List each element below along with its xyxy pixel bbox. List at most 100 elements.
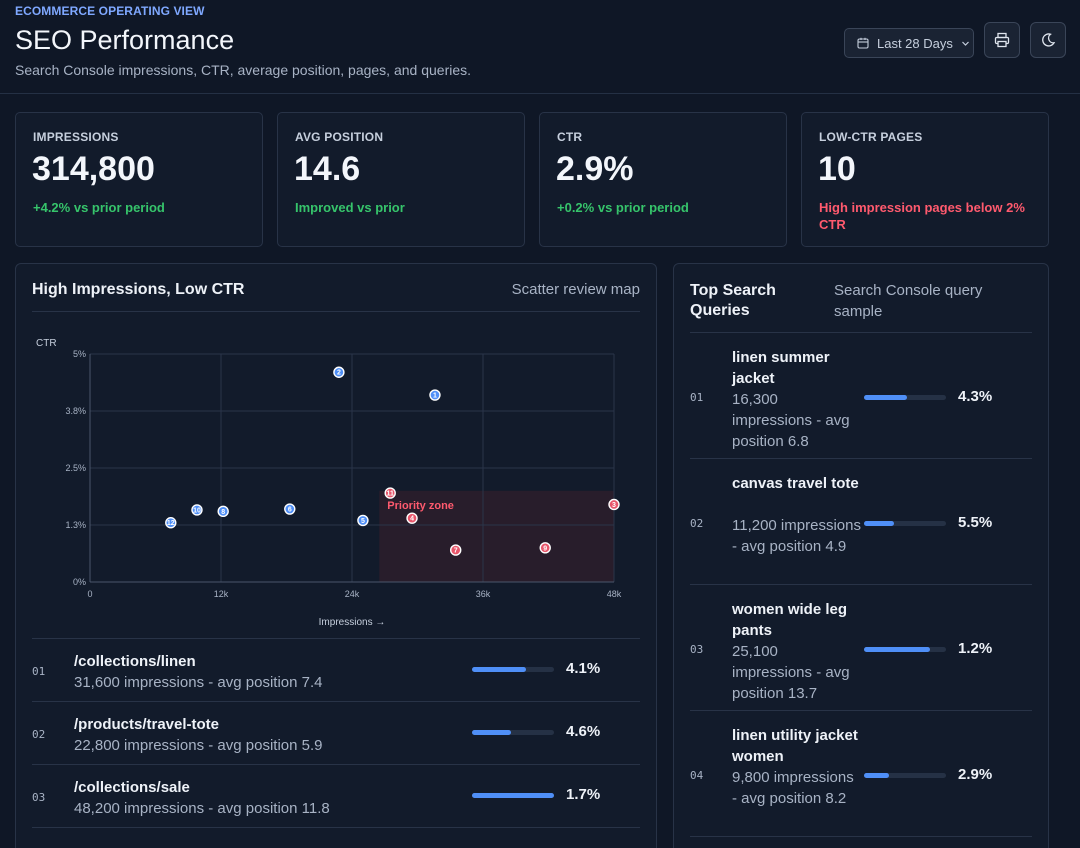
scatter-point-label: 1 <box>433 393 437 400</box>
theme-toggle-button[interactable] <box>1030 22 1066 58</box>
scatter-point-label: 5 <box>361 518 365 525</box>
date-range-label: Last 28 Days <box>877 35 953 51</box>
scatter-point <box>429 389 441 401</box>
queries-panel-title: Top Search Queries <box>690 282 776 319</box>
page-path[interactable]: /products/travel-tote <box>74 716 220 733</box>
x-axis-label: Impressions → <box>319 617 386 628</box>
list-item[interactable]: 04 linen utility jacket women 9,800 impr… <box>690 711 1032 837</box>
scatter-panel-title: High Impressions, Low CTR <box>32 281 245 298</box>
kpi-delta: High impression pages below 2% CTR <box>819 200 1025 232</box>
kpi-delta: Improved vs prior <box>295 200 405 215</box>
moon-icon <box>1042 33 1056 47</box>
scatter-point <box>333 366 345 378</box>
scatter-point-label: 8 <box>221 509 225 516</box>
page-meta: 22,800 impressions - avg position 5.9 <box>74 737 323 754</box>
scatter-point <box>450 544 462 556</box>
page-title: SEO Performance <box>15 25 235 55</box>
query-meta: 16,300 impressions - avg position 6.8 <box>732 391 850 450</box>
page-header: ECOMMERCE OPERATING VIEW SEO Performance… <box>0 0 1080 94</box>
x-tick-label: 0 <box>87 589 92 599</box>
y-axis-label: CTR <box>36 338 57 349</box>
scatter-point <box>165 517 177 529</box>
query-ctr: 2.9% <box>958 766 993 783</box>
scatter-point-label: 9 <box>543 545 547 552</box>
ctr-bar <box>864 395 946 400</box>
list-item[interactable]: 01 linen summer jacket 16,300 impression… <box>690 333 1032 459</box>
scatter-panel-aside: Scatter review map <box>511 281 640 298</box>
y-tick-label: 0% <box>73 577 86 587</box>
kpi-delta: +0.2% vs prior period <box>557 200 689 215</box>
query-ctr: 5.5% <box>958 514 993 531</box>
page-ctr: 4.6% <box>566 723 601 740</box>
kpi-value: 10 <box>818 150 856 188</box>
calendar-icon <box>857 37 869 49</box>
table-row[interactable]: 01 /collections/linen 31,600 impressions… <box>32 639 640 702</box>
scatter-point <box>384 487 396 499</box>
scatter-point-label: 6 <box>288 507 292 514</box>
panel-divider <box>690 332 1032 333</box>
ctr-bar <box>864 521 946 526</box>
page-path[interactable]: /collections/linen <box>74 653 196 670</box>
ctr-bar <box>864 773 946 778</box>
kpi-value: 2.9% <box>556 150 634 188</box>
eyebrow-label: ECOMMERCE OPERATING VIEW <box>15 4 205 18</box>
scatter-point-label: 10 <box>193 507 201 514</box>
ctr-bar-fill <box>472 667 527 672</box>
query-meta: 11,200 impressions - avg position 4.9 <box>732 517 861 555</box>
ctr-bar-fill <box>472 793 554 798</box>
list-item[interactable]: 02 canvas travel tote 11,200 impressions… <box>690 459 1032 585</box>
queries-panel-aside: Search Console query sample <box>834 282 983 320</box>
query-name[interactable]: canvas travel tote <box>732 475 859 492</box>
row-rank: 03 <box>32 791 46 804</box>
row-rank: 01 <box>32 665 46 678</box>
query-rank: 04 <box>690 769 704 782</box>
query-name[interactable]: linen utility jacket women <box>732 727 858 765</box>
page-ctr: 4.1% <box>566 660 601 677</box>
printer-icon <box>994 32 1010 48</box>
print-button[interactable] <box>984 22 1020 58</box>
priority-zone-label: Priority zone <box>387 500 454 512</box>
ctr-bar <box>472 730 554 735</box>
kpi-delta: +4.2% vs prior period <box>33 200 165 215</box>
query-rank: 02 <box>690 517 704 530</box>
scatter-point <box>357 514 369 527</box>
scatter-point <box>406 512 418 524</box>
table-row[interactable]: 02 /products/travel-tote 22,800 impressi… <box>32 702 640 765</box>
page-meta: 31,600 impressions - avg position 7.4 <box>74 674 323 691</box>
page-meta: 48,200 impressions - avg position 11.8 <box>74 800 330 817</box>
query-name[interactable]: women wide leg pants <box>732 601 848 639</box>
ctr-bar-fill <box>472 730 511 735</box>
scatter-point-label: 2 <box>337 370 341 377</box>
scatter-point <box>608 498 620 511</box>
kpi-label: AVG POSITION <box>295 130 384 144</box>
y-tick-label: 3.8% <box>65 406 86 416</box>
page-path[interactable]: /collections/sale <box>74 779 190 796</box>
kpi-card-avg-position: AVG POSITION 14.6 Improved vs prior <box>277 112 525 247</box>
scatter-point-label: 12 <box>167 520 175 527</box>
page-subtitle: Search Console impressions, CTR, average… <box>15 62 472 78</box>
x-tick-label: 36k <box>476 589 491 599</box>
ctr-bar-fill <box>864 773 890 778</box>
x-tick-label: 24k <box>345 589 360 599</box>
date-range-button[interactable]: Last 28 Days <box>844 28 974 58</box>
ctr-bar <box>864 647 946 652</box>
list-item[interactable]: 03 women wide leg pants 25,100 impressio… <box>690 585 1032 711</box>
ctr-bar-fill <box>864 395 907 400</box>
query-rank: 03 <box>690 643 704 656</box>
table-row[interactable]: 03 /collections/sale 48,200 impressions … <box>32 765 640 828</box>
y-tick-label: 1.3% <box>65 520 86 530</box>
row-rank: 02 <box>32 728 46 741</box>
query-meta: 9,800 impressions - avg position 8.2 <box>732 769 854 807</box>
kpi-card-ctr: CTR 2.9% +0.2% vs prior period <box>539 112 787 247</box>
query-name[interactable]: linen summer jacket <box>732 349 830 387</box>
query-ctr: 1.2% <box>958 640 993 657</box>
x-tick-label: 48k <box>607 589 622 599</box>
page-ctr: 1.7% <box>566 786 601 803</box>
ctr-bar-fill <box>864 521 894 526</box>
query-meta: 25,100 impressions - avg position 13.7 <box>732 643 850 702</box>
kpi-card-low-ctr-pages: LOW-CTR PAGES 10 High impression pages b… <box>801 112 1049 247</box>
scatter-point <box>284 503 296 515</box>
chevron-down-icon <box>961 41 969 46</box>
ctr-bar <box>472 793 554 798</box>
panel-divider <box>32 638 640 639</box>
